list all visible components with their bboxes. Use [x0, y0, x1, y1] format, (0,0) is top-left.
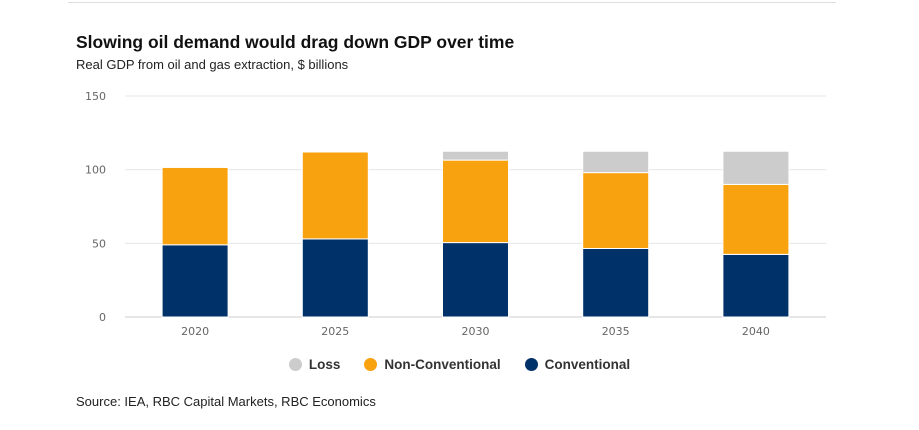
legend-swatch: [288, 358, 302, 371]
legend-item[interactable]: Loss: [288, 357, 341, 372]
x-tick-label: 2035: [602, 325, 630, 338]
x-tick-label: 2030: [462, 325, 490, 338]
legend-item[interactable]: Non-Conventional: [364, 357, 501, 372]
x-tick-label: 2025: [321, 325, 349, 338]
y-tick-label: 100: [85, 164, 106, 177]
bar-loss-2040: [722, 150, 790, 185]
bar-conventional-2035: [582, 247, 650, 318]
bar-loss-2035: [582, 150, 650, 174]
legend-swatch: [364, 358, 378, 371]
bar-non-conventional-2030: [442, 159, 509, 244]
y-tick-label: 0: [99, 311, 106, 324]
bar-conventional-2025: [301, 238, 369, 318]
bar-non-conventional-2020: [161, 166, 229, 246]
x-tick-label: 2040: [742, 325, 770, 338]
x-tick-label: 2020: [181, 325, 209, 338]
top-divider: [68, 2, 836, 3]
y-tick-label: 150: [85, 90, 106, 103]
bar-loss-2030: [442, 150, 509, 161]
legend-label: Conventional: [544, 357, 631, 372]
y-tick-label: 50: [92, 237, 106, 250]
bar-non-conventional-2040: [722, 183, 790, 255]
bar-non-conventional-2025: [301, 151, 369, 240]
legend-label: Non-Conventional: [384, 357, 501, 372]
chart-title: Slowing oil demand would drag down GDP o…: [76, 32, 515, 52]
legend: Loss Non-Conventional Conventional: [0, 357, 919, 372]
chart-subtitle: Real GDP from oil and gas extraction, $ …: [76, 57, 349, 72]
bar-conventional-2040: [722, 253, 790, 318]
legend-item[interactable]: Conventional: [524, 357, 631, 372]
bar-conventional-2020: [161, 244, 229, 318]
bar-non-conventional-2035: [582, 172, 650, 249]
source-note: Source: IEA, RBC Capital Markets, RBC Ec…: [76, 394, 376, 409]
legend-label: Loss: [308, 357, 341, 372]
bar-conventional-2030: [442, 242, 509, 318]
legend-swatch: [524, 358, 538, 371]
